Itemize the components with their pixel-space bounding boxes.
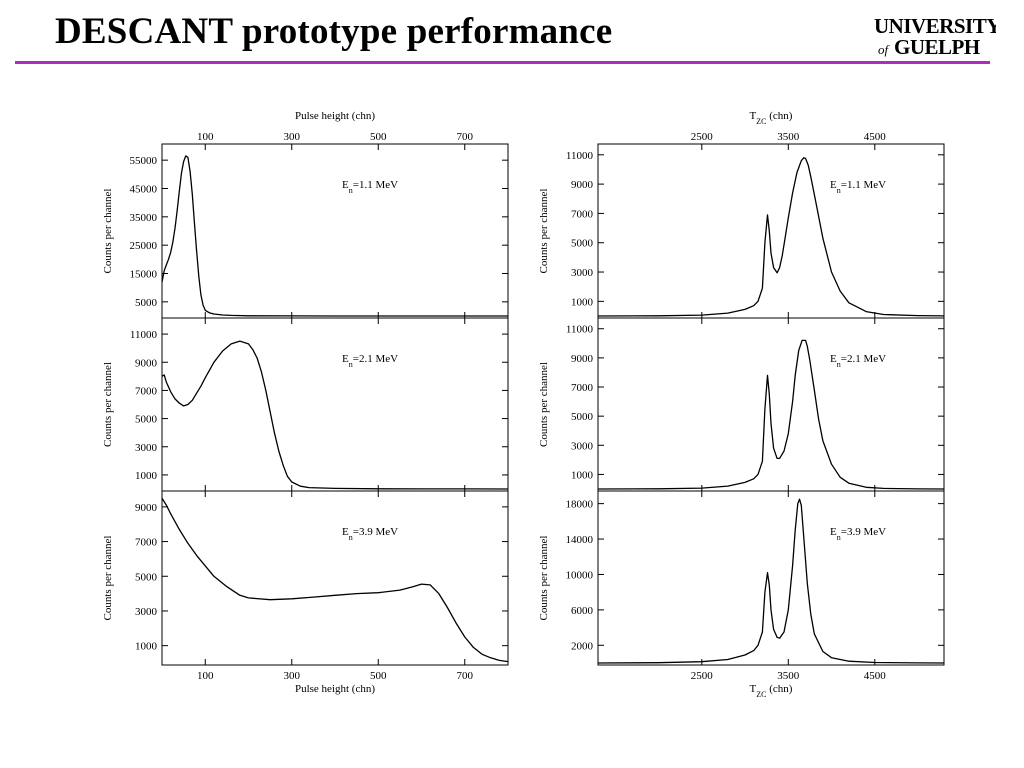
y-tick-label: 9000 [135,502,158,514]
x-tick-label-top: 3500 [777,131,800,143]
y-tick-label: 3000 [571,440,594,452]
panel-frame [597,317,945,492]
y-tick-label: 18000 [566,499,594,511]
energy-label: En=2.1 MeV [830,353,886,369]
y-axis-title: Counts per channel [538,189,550,274]
x-tick-label-top: 100 [197,131,214,143]
panel-frame [597,143,945,319]
energy-label: En=3.9 MeV [830,526,886,542]
y-tick-label: 6000 [571,605,594,617]
panel-frame [597,490,945,666]
x-tick-label-bottom: 3500 [777,670,800,682]
x-axis-title-bottom: Pulse height (chn) [295,683,375,695]
y-axis-title: Counts per channel [538,362,550,447]
y-tick-label: 45000 [130,184,158,196]
y-tick-label: 5000 [571,238,594,250]
x-tick-label-top: 2500 [691,131,714,143]
x-tick-label-bottom: 700 [457,670,474,682]
spectrum-trace [597,157,945,317]
y-tick-label: 1000 [135,470,158,482]
y-tick-label: 14000 [566,534,594,546]
y-tick-label: 35000 [130,212,158,224]
energy-label: En=2.1 MeV [342,353,398,369]
y-axis-title: Counts per channel [102,362,114,447]
y-tick-label: 55000 [130,155,158,167]
y-tick-label: 10000 [566,569,594,581]
y-tick-label: 1000 [571,296,594,308]
y-axis-title: Counts per channel [538,536,550,621]
panel-frame [161,143,509,319]
y-axis-title: Counts per channel [102,189,114,274]
y-tick-label: 3000 [135,442,158,454]
y-axis-title: Counts per channel [102,536,114,621]
y-tick-label: 7000 [571,208,594,220]
y-tick-label: 2000 [571,640,594,652]
y-tick-label: 11000 [566,324,594,336]
x-tick-label-top: 700 [457,131,474,143]
x-tick-label-bottom: 2500 [691,670,714,682]
y-tick-label: 25000 [130,240,158,252]
x-tick-label-top: 300 [284,131,301,143]
spectrum-trace [597,498,945,664]
logo-line-university: UNIVERSITY [874,14,996,38]
panel-frame [161,490,509,666]
spectrum-trace [161,155,508,317]
logo-of: of [878,42,891,57]
spectrum-trace [161,497,509,663]
slide-title: DESCANT prototype performance [55,11,613,52]
y-tick-label: 5000 [571,411,594,423]
y-tick-label: 7000 [135,385,158,397]
energy-label: En=3.9 MeV [342,526,398,542]
energy-label: En=1.1 MeV [830,179,886,195]
x-axis-title-top: TZC (chn) [750,110,793,126]
x-tick-label-bottom: 300 [284,670,301,682]
x-axis-title-bottom: TZC (chn) [750,683,793,699]
x-tick-label-top: 4500 [864,131,887,143]
x-tick-label-bottom: 500 [370,670,387,682]
title-underline [15,61,990,64]
energy-label: En=1.1 MeV [342,179,398,195]
y-tick-label: 11000 [130,329,158,341]
y-tick-label: 7000 [135,537,158,549]
y-tick-label: 7000 [571,382,594,394]
x-tick-label-top: 500 [370,131,387,143]
y-tick-label: 5000 [135,297,158,309]
spectrum-trace [597,339,945,490]
x-tick-label-bottom: 4500 [864,670,887,682]
y-tick-label: 1000 [135,641,158,653]
logo-line-guelph: GUELPH [894,35,980,57]
university-logo: UNIVERSITY of GUELPH [874,14,996,57]
y-tick-label: 15000 [130,269,158,281]
x-tick-label-bottom: 100 [197,670,214,682]
y-tick-label: 9000 [571,353,594,365]
y-tick-label: 9000 [135,357,158,369]
y-tick-label: 11000 [566,150,594,162]
y-tick-label: 5000 [135,414,158,426]
x-axis-title-top: Pulse height (chn) [295,110,375,122]
panel-frame [161,317,509,492]
y-tick-label: 3000 [571,267,594,279]
y-tick-label: 1000 [571,469,594,481]
spectrum-trace [161,340,509,490]
y-tick-label: 9000 [571,179,594,191]
y-tick-label: 5000 [135,571,158,583]
y-tick-label: 3000 [135,606,158,618]
